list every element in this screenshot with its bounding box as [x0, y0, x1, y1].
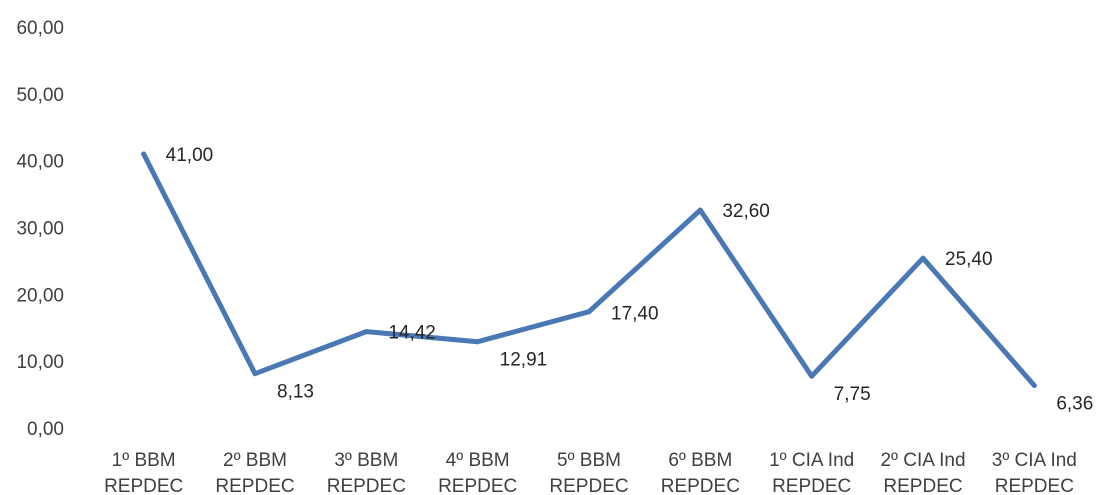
y-tick-label: 20,00: [16, 285, 64, 306]
data-point: [1031, 382, 1037, 388]
data-point: [586, 309, 592, 315]
series-group: [141, 151, 1037, 388]
data-point: [697, 207, 703, 213]
x-tick-label: 2º BBM REPDEC: [215, 450, 294, 495]
data-point: [475, 339, 481, 345]
data-point: [252, 371, 258, 377]
data-label: 8,13: [277, 382, 314, 403]
x-tick-label: 2º CIA Ind REPDEC: [880, 450, 965, 495]
data-point: [141, 151, 147, 157]
x-tick-label: 1º BBM REPDEC: [104, 450, 183, 495]
data-point: [809, 373, 815, 379]
series-line: [141, 151, 1037, 388]
y-tick-label: 30,00: [16, 219, 64, 240]
data-label: 14,42: [388, 323, 436, 344]
x-tick-label: 1º CIA Ind REPDEC: [769, 450, 854, 495]
x-axis: 1º BBM REPDEC 2º BBM REPDEC 3º BBM REPDEC 4º B…: [104, 450, 1077, 495]
data-label: 7,75: [834, 384, 871, 405]
data-label: 6,36: [1056, 393, 1093, 414]
y-tick-label: 60,00: [16, 18, 64, 39]
data-label: 41,00: [166, 145, 214, 166]
x-tick-label: 3º CIA Ind REPDEC: [992, 450, 1077, 495]
data-labels: 41,00 8,13 14,42 12,91 17,40 32,60 7,75 25,40 6,…: [166, 145, 1094, 415]
y-tick-label: 10,00: [16, 352, 64, 373]
data-label: 12,91: [500, 350, 548, 371]
y-axis: 0,00 10,00 20,00 30,00 40,00 50,00 60,00: [16, 18, 64, 440]
data-point: [363, 329, 369, 335]
x-tick-label: 4º BBM REPDEC: [438, 450, 517, 495]
x-tick-label: 6º BBM REPDEC: [661, 450, 740, 495]
data-label: 17,40: [611, 304, 659, 325]
x-tick-label: 5º BBM REPDEC: [549, 450, 628, 495]
y-tick-label: 50,00: [16, 85, 64, 106]
data-label: 25,40: [945, 249, 993, 270]
y-tick-label: 40,00: [16, 152, 64, 173]
y-tick-label: 0,00: [27, 419, 64, 440]
data-label: 32,60: [722, 201, 770, 222]
x-tick-label: 3º BBM REPDEC: [327, 450, 406, 495]
data-point: [920, 255, 926, 261]
